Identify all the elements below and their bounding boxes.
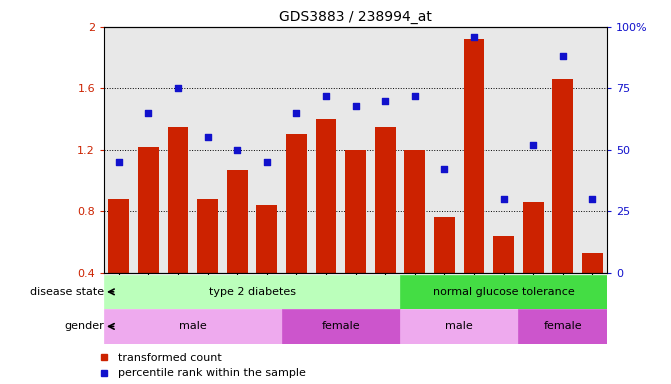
Bar	[552, 79, 573, 273]
Point	[468, 34, 479, 40]
Point	[439, 166, 450, 172]
Point	[350, 103, 361, 109]
Point	[291, 110, 302, 116]
Point	[113, 159, 124, 165]
Bar	[434, 217, 455, 273]
Point	[143, 110, 154, 116]
Bar	[375, 127, 396, 273]
Point	[262, 159, 272, 165]
Point	[558, 53, 568, 60]
Bar	[400, 275, 607, 309]
Bar	[109, 199, 129, 273]
Bar	[104, 275, 400, 309]
Point	[202, 134, 213, 141]
Point	[321, 93, 331, 99]
Point	[380, 98, 391, 104]
Text: gender: gender	[64, 321, 104, 331]
Text: disease state: disease state	[30, 287, 104, 297]
Text: male: male	[446, 321, 473, 331]
Point	[499, 196, 509, 202]
Bar	[227, 170, 248, 273]
Text: female: female	[321, 321, 360, 331]
Bar	[405, 150, 425, 273]
Bar	[400, 309, 519, 344]
Bar	[197, 199, 218, 273]
Bar	[582, 253, 603, 273]
Bar	[315, 119, 336, 273]
Bar	[286, 134, 307, 273]
Bar	[256, 205, 277, 273]
Bar	[493, 236, 514, 273]
Text: female: female	[544, 321, 582, 331]
Point	[528, 142, 539, 148]
Bar	[346, 150, 366, 273]
Bar	[523, 202, 544, 273]
Point	[172, 85, 183, 91]
Bar	[464, 39, 484, 273]
Bar	[104, 309, 282, 344]
Bar	[282, 309, 400, 344]
Bar	[138, 147, 159, 273]
Text: type 2 diabetes: type 2 diabetes	[209, 287, 295, 297]
Point	[232, 147, 243, 153]
Text: male: male	[179, 321, 207, 331]
Bar	[168, 127, 189, 273]
Title: GDS3883 / 238994_at: GDS3883 / 238994_at	[279, 10, 432, 25]
Legend: transformed count, percentile rank within the sample: transformed count, percentile rank withi…	[93, 353, 306, 379]
Point	[409, 93, 420, 99]
Bar	[519, 309, 607, 344]
Point	[587, 196, 598, 202]
Text: normal glucose tolerance: normal glucose tolerance	[433, 287, 574, 297]
